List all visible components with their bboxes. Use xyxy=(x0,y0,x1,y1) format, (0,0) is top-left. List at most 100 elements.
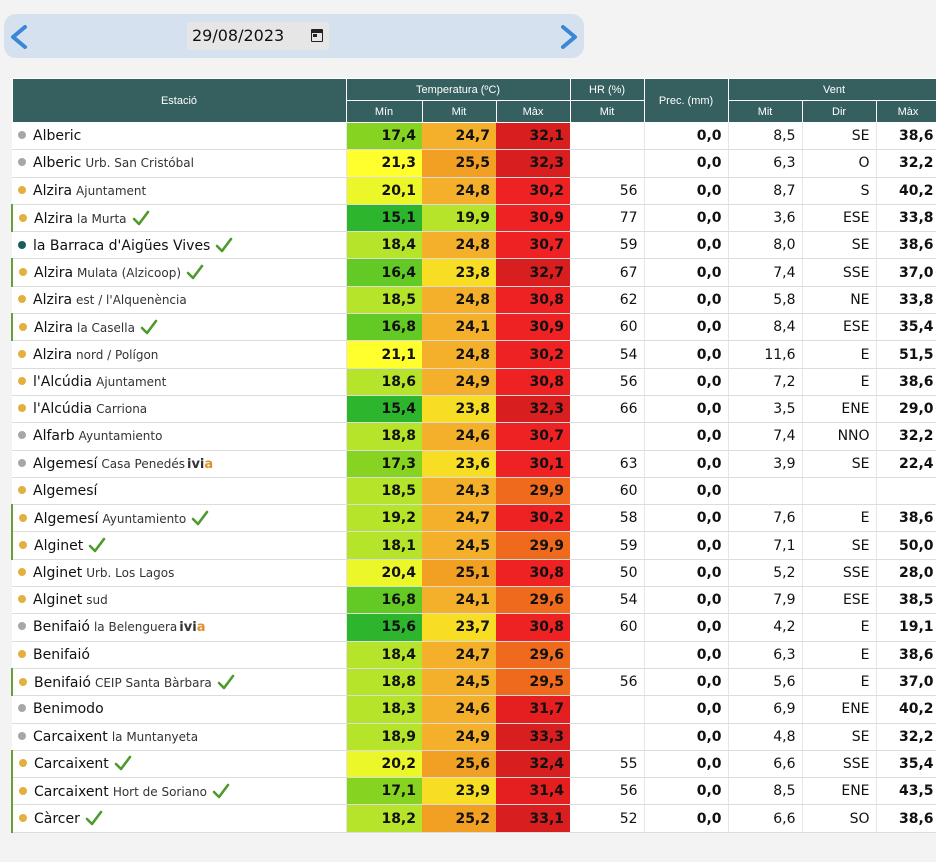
station-cell[interactable]: la Barraca d'Aigües Vives xyxy=(12,231,347,260)
next-day-chevron-right-icon[interactable] xyxy=(557,24,581,50)
table-row[interactable]: Algemesí Casa Penedés ivia 17,3 23,6 30,1 63 0,… xyxy=(12,450,936,478)
table-row[interactable]: l'Alcúdia Ajuntament 18,6 24,9 30,8 56 0,0 7,2 E… xyxy=(12,368,936,396)
station-cell[interactable]: l'Alcúdia Ajuntament xyxy=(12,368,347,396)
station-name[interactable]: Carcaixent xyxy=(34,756,109,773)
table-row[interactable]: Alberic Urb. San Cristóbal 21,3 25,5 32,3 0,0… xyxy=(12,149,936,178)
table-row[interactable]: Algemesí 18,5 24,3 29,9 60 0,0 xyxy=(12,477,936,506)
temp-max-cell: 30,9 xyxy=(496,204,571,233)
table-row[interactable]: Alginet sud 16,8 24,1 29,6 54 0,0 7,9 ESE 38,5 xyxy=(12,586,936,615)
table-row[interactable]: Benimodo 18,3 24,6 31,7 0,0 6,9 ENE 40,2 xyxy=(12,695,936,724)
table-row[interactable]: l'Alcúdia Carriona 15,4 23,8 32,3 66 0,0 3,5 ENE… xyxy=(12,395,936,424)
table-row[interactable]: Alzira Ajuntament 20,1 24,8 30,2 56 0,0 8,7 S 40,… xyxy=(12,177,936,205)
station-cell[interactable]: Carcaixent la Muntanyeta xyxy=(12,723,347,751)
table-row[interactable]: Carcaixent Hort de Soriano 17,1 23,9 31,4 56 0… xyxy=(11,777,936,806)
previous-day-chevron-left-icon[interactable] xyxy=(7,24,31,50)
station-name[interactable]: Alzira xyxy=(33,346,73,363)
station-cell[interactable]: Alzira nord / Polígon xyxy=(12,340,347,369)
table-row[interactable]: Càrcer 18,2 25,2 33,1 52 0,0 6,6 SO 38,6 xyxy=(11,804,936,833)
station-name[interactable]: Alginet xyxy=(33,564,83,581)
calendar-icon[interactable] xyxy=(311,29,323,42)
station-name[interactable]: Benifaió xyxy=(33,619,90,636)
header-temp-mean[interactable]: Mit xyxy=(421,100,497,123)
station-location: est / l'Alquenència xyxy=(76,292,187,307)
station-cell[interactable]: Alberic xyxy=(12,122,347,151)
station-cell[interactable]: Alginet Urb. Los Lagos xyxy=(12,559,347,588)
station-name[interactable]: Benifaió xyxy=(33,646,90,663)
table-row[interactable]: Carcaixent 20,2 25,6 32,4 55 0,0 6,6 SSE 35,4 xyxy=(11,750,936,779)
table-row[interactable]: la Barraca d'Aigües Vives 18,4 24,8 30,7 59 0… xyxy=(12,231,936,260)
station-name[interactable]: Alberic xyxy=(33,155,82,172)
station-name[interactable]: Alberic xyxy=(33,128,82,145)
header-wind-max[interactable]: Màx xyxy=(875,100,936,123)
wind-max-cell: 32,2 xyxy=(876,422,936,451)
header-precipitation[interactable]: Prec. (mm) xyxy=(643,78,729,123)
table-row[interactable]: Benifaió la Belenguera ivia 15,6 23,7 30,8 60 0… xyxy=(12,613,936,642)
station-cell[interactable]: Alberic Urb. San Cristóbal xyxy=(12,149,347,178)
station-cell[interactable]: Alzira la Murta xyxy=(11,204,347,233)
station-name[interactable]: Alzira xyxy=(34,210,74,227)
table-row[interactable]: Algemesí Ayuntamiento 19,2 24,7 30,2 58 0,0 7,6… xyxy=(11,504,936,533)
date-input[interactable]: 29/08/2023 xyxy=(187,22,329,50)
header-wind-direction[interactable]: Dir xyxy=(801,100,877,123)
table-row[interactable]: Alzira Mulata (Alzicoop) 16,4 23,8 32,7 67 0,0… xyxy=(11,258,936,287)
table-row[interactable]: Benifaió 18,4 24,7 29,6 0,0 6,3 E 38,6 xyxy=(12,641,936,669)
table-row[interactable]: Alginet Urb. Los Lagos 20,4 25,1 30,8 50 0,0 5,… xyxy=(12,559,936,588)
station-cell[interactable]: Carcaixent xyxy=(11,750,347,779)
humidity-cell: 56 xyxy=(570,177,645,205)
station-cell[interactable]: l'Alcúdia Carriona xyxy=(12,395,347,424)
table-row[interactable]: Alzira la Murta 15,1 19,9 30,9 77 0,0 3,6 ESE 33,… xyxy=(11,204,936,233)
station-name[interactable]: Alzira xyxy=(33,182,73,199)
station-cell[interactable]: Alginet xyxy=(11,531,347,560)
station-cell[interactable]: Alfarb Ayuntamiento xyxy=(12,422,347,451)
station-name[interactable]: la Barraca d'Aigües Vives xyxy=(33,237,211,254)
station-cell[interactable]: Benifaió CEIP Santa Bàrbara xyxy=(11,668,347,697)
temp-max-cell: 29,9 xyxy=(496,477,571,506)
temp-mean-cell: 23,7 xyxy=(422,613,496,642)
table-row[interactable]: Alberic 17,4 24,7 32,1 0,0 8,5 SE 38,6 xyxy=(12,122,936,151)
station-name[interactable]: Carcaixent xyxy=(34,783,109,800)
station-name[interactable]: Benifaió xyxy=(34,674,91,691)
station-cell[interactable]: Alzira est / l'Alquenència xyxy=(12,286,347,315)
station-name[interactable]: Alzira xyxy=(33,291,73,308)
station-name[interactable]: Algemesí xyxy=(33,455,98,472)
station-name[interactable]: Alzira xyxy=(34,319,74,336)
header-temp-min[interactable]: Mín xyxy=(345,100,423,123)
station-cell[interactable]: Algemesí xyxy=(12,477,347,506)
header-wind-mean[interactable]: Mit xyxy=(727,100,803,123)
station-name[interactable]: Alfarb xyxy=(33,428,75,445)
header-humidity-mean[interactable]: Mit xyxy=(569,100,645,123)
station-name[interactable]: l'Alcúdia xyxy=(33,401,93,418)
station-cell[interactable]: Càrcer xyxy=(11,804,347,833)
station-name[interactable]: Algemesí xyxy=(33,483,98,499)
table-row[interactable]: Benifaió CEIP Santa Bàrbara 18,8 24,5 29,5 56… xyxy=(11,668,936,697)
station-name[interactable]: Carcaixent xyxy=(33,728,108,745)
station-cell[interactable]: Benimodo xyxy=(12,695,347,724)
table-row[interactable]: Alzira la Casella 16,8 24,1 30,9 60 0,0 8,4 ESE 3… xyxy=(11,313,936,342)
temp-mean-cell: 23,6 xyxy=(422,450,496,478)
station-cell[interactable]: Algemesí Ayuntamiento xyxy=(11,504,347,533)
station-name[interactable]: Càrcer xyxy=(34,811,80,828)
station-cell[interactable]: Alzira Mulata (Alzicoop) xyxy=(11,258,347,287)
station-name[interactable]: Algemesí xyxy=(34,510,99,527)
station-cell[interactable]: Benifaió xyxy=(12,641,347,669)
station-cell[interactable]: Carcaixent Hort de Soriano xyxy=(11,777,347,806)
header-temp-max[interactable]: Màx xyxy=(495,100,571,123)
station-cell[interactable]: Benifaió la Belenguera ivia xyxy=(12,613,347,642)
station-cell[interactable]: Alzira la Casella xyxy=(11,313,347,342)
table-row[interactable]: Alzira nord / Polígon 21,1 24,8 30,2 54 0,0 11,… xyxy=(12,340,936,369)
table-row[interactable]: Alginet 18,1 24,5 29,9 59 0,0 7,1 SE 50,0 xyxy=(11,531,936,560)
header-station[interactable]: Estació xyxy=(11,78,347,123)
table-row[interactable]: Alfarb Ayuntamiento 18,8 24,6 30,7 0,0 7,4 NNO 3… xyxy=(12,422,936,451)
station-name[interactable]: Alginet xyxy=(34,538,84,555)
station-name[interactable]: l'Alcúdia xyxy=(33,373,93,390)
station-cell[interactable]: Algemesí Casa Penedés ivia xyxy=(12,450,347,478)
station-location: Ajuntament xyxy=(96,374,167,389)
station-cell[interactable]: Alginet sud xyxy=(12,586,347,615)
station-name[interactable]: Alzira xyxy=(34,265,74,282)
table-row[interactable]: Alzira est / l'Alquenència 18,5 24,8 30,8 62 0… xyxy=(12,286,936,315)
table-row[interactable]: Carcaixent la Muntanyeta 18,9 24,9 33,3 0,0 4,… xyxy=(12,723,936,751)
station-name[interactable]: Benimodo xyxy=(33,701,104,718)
station-name[interactable]: Alginet xyxy=(33,592,83,609)
station-cell[interactable]: Alzira Ajuntament xyxy=(12,177,347,205)
station-status-dot-icon xyxy=(18,731,26,740)
